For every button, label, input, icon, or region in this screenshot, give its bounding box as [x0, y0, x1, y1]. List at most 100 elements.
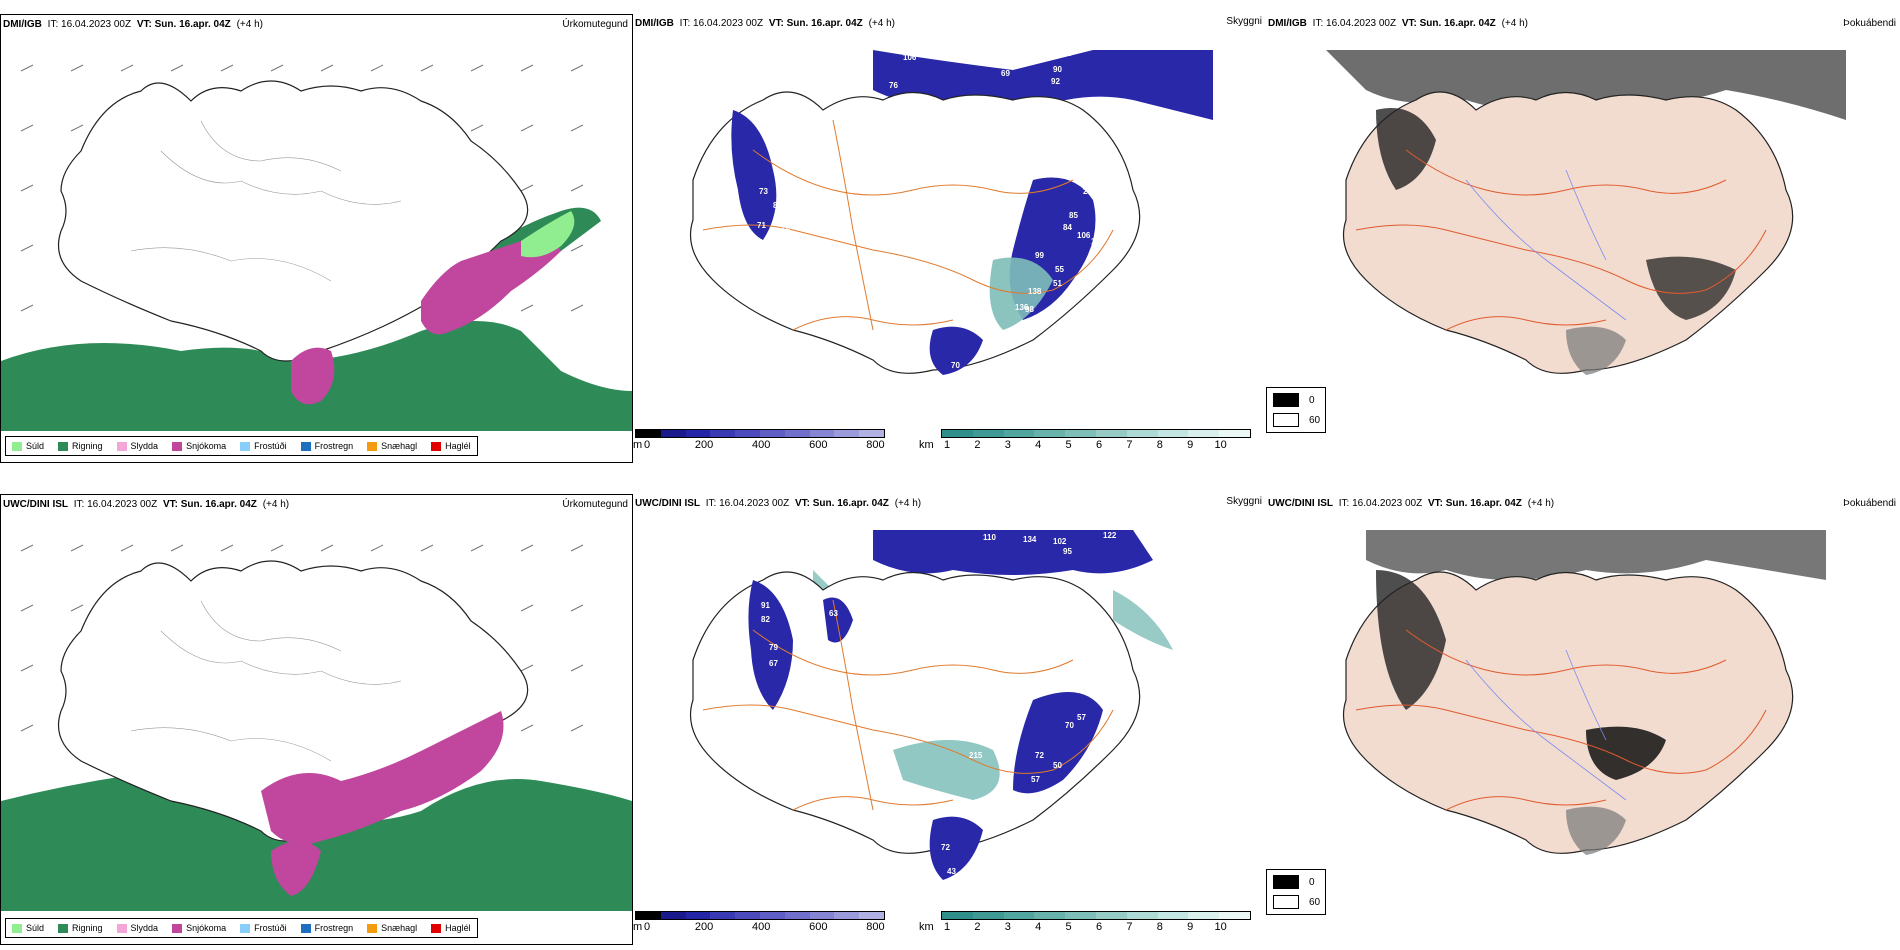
precip-legend: Súld Rigning Slydda Snjókoma Frostúði Fr… — [5, 918, 478, 938]
vis-label: 136 — [1015, 303, 1029, 312]
init-time-label: IT: — [705, 498, 717, 509]
vis-label: 110 — [983, 533, 996, 542]
fog-sea-dark — [1366, 530, 1826, 580]
vis-label: 86 — [1063, 49, 1072, 58]
vis-label: 98 — [1025, 305, 1034, 314]
colorbar-unit: km — [919, 439, 934, 451]
iceland-outline — [57, 80, 529, 362]
tick-label: 1 — [943, 921, 951, 933]
legend-item: Slydda — [116, 441, 159, 451]
vis-label: 70 — [951, 361, 960, 370]
panel-header: DMI/IGB IT: 16.04.2023 00Z VT: Sun. 16.a… — [3, 19, 263, 30]
tick-label: 800 — [866, 921, 885, 933]
valid-time-label: VT: — [794, 498, 810, 509]
drizzle-area — [521, 211, 575, 258]
lead-time: (+4 h) — [894, 498, 922, 509]
legend-label: Frostregn — [314, 441, 354, 451]
vis-label: 82 — [761, 615, 770, 624]
panel-title: Skyggni — [1226, 496, 1262, 507]
legend-item: Frostregn — [300, 923, 354, 933]
fog-land-gray — [1566, 806, 1626, 855]
visibility-panel-bottom: UWC/DINI ISL IT: 16.04.2023 00Z VT: Sun.… — [633, 494, 1266, 945]
colorbar-bar — [941, 911, 1251, 920]
precip-type-map — [1, 64, 632, 431]
colorbar-ticks: 1 2 3 4 5 6 7 8 9 10 — [943, 439, 1251, 453]
moderate-visibility — [989, 257, 1053, 330]
fog-map — [1342, 530, 1826, 855]
road-network — [702, 119, 1114, 331]
tick-label: 6 — [1095, 439, 1103, 451]
tick-label: 10 — [1214, 921, 1227, 933]
low-visibility-land-4 — [929, 816, 983, 880]
fog-land-dark — [1376, 570, 1446, 710]
fog-panel-top: DMI/IGB IT: 16.04.2023 00Z VT: Sun. 16.a… — [1266, 14, 1900, 463]
vis-label: 72 — [1035, 751, 1044, 760]
model-name: UWC/DINI ISL — [635, 498, 700, 509]
model-name: DMI/IGB — [3, 19, 42, 30]
fog-legend: 0 60 — [1266, 387, 1326, 433]
lead-time: (+4 h) — [1527, 498, 1555, 509]
fog-legend-row: 0 — [1273, 393, 1315, 407]
init-time-label: IT: — [1338, 498, 1350, 509]
precip-type-panel-top: DMI/IGB IT: 16.04.2023 00Z VT: Sun. 16.a… — [0, 14, 633, 463]
low-visibility-sea — [873, 530, 1153, 575]
precip-legend: Súld Rigning Slydda Snjókoma Frostúði Fr… — [5, 436, 478, 456]
precip-type-panel-bottom: UWC/DINI ISL IT: 16.04.2023 00Z VT: Sun.… — [0, 494, 633, 945]
vis-label: 92 — [1051, 77, 1060, 86]
colorbar-ticks: 1 2 3 4 5 6 7 8 9 10 — [943, 921, 1251, 935]
vis-label: 76 — [889, 81, 898, 90]
legend-label: Haglél — [445, 923, 471, 933]
valid-time-value: Sun. 16.apr. 04Z — [812, 498, 889, 509]
vis-label: 15 — [973, 375, 982, 384]
init-time-label: IT: — [73, 499, 85, 510]
vis-label: 215 — [969, 751, 983, 760]
legend-label: Slydda — [130, 923, 159, 933]
legend-label: Frostúði — [254, 441, 287, 451]
colorbar-ticks: 0 200 400 600 800 — [643, 921, 885, 935]
legend-label: Snjókoma — [186, 441, 227, 451]
legend-item: Slydda — [116, 923, 159, 933]
lead-time: (+4 h) — [1501, 18, 1528, 29]
river-network — [1465, 649, 1627, 801]
vis-label: 70 — [1065, 721, 1074, 730]
vis-label: 69 — [923, 375, 932, 384]
legend-label: Slydda — [130, 441, 159, 451]
vis-label: 125 — [1091, 237, 1105, 246]
legend-swatch — [172, 441, 183, 451]
vis-label: 63 — [829, 609, 838, 618]
tick-label: 400 — [752, 921, 771, 933]
vis-label: 79 — [769, 643, 778, 652]
snow-area — [421, 237, 561, 335]
valid-time-label: VT: — [136, 19, 152, 30]
legend-label: Frostregn — [314, 923, 354, 933]
tick-label: 7 — [1126, 921, 1133, 933]
snow-area-2 — [271, 841, 321, 896]
init-time-value: 16.04.2023 00Z — [87, 499, 158, 510]
vis-label: 106 — [903, 53, 917, 62]
init-time-label: IT: — [47, 19, 59, 30]
panel-title: Þokuábendi — [1843, 18, 1896, 29]
iceland-land — [1342, 571, 1794, 854]
legend-label: Rigning — [72, 441, 103, 451]
valid-time-label: VT: — [1401, 18, 1417, 29]
vis-label: 85 — [1069, 211, 1078, 220]
visibility-m-colorbar: m 0 200 400 600 800 — [633, 429, 885, 457]
vis-label: 51 — [1053, 279, 1062, 288]
valid-time-label: VT: — [1427, 498, 1443, 509]
vis-label: 69 — [1001, 69, 1010, 78]
visibility-km-colorbar: km 1 2 3 4 5 6 7 8 9 10 — [919, 911, 1251, 939]
visibility-map: 106 92 86 69 90 92 133 76 69 97 80 73 83… — [689, 49, 1213, 406]
visibility-map: 110 134 102 95 122 102 91 82 79 67 63 50… — [689, 530, 1187, 880]
panel-header: UWC/DINI ISL IT: 16.04.2023 00Z VT: Sun.… — [3, 499, 289, 510]
tick-label: 8 — [1156, 921, 1163, 933]
vis-label: 106 — [1077, 231, 1091, 240]
tick-label: 0 — [643, 921, 651, 933]
tick-label: 1 — [943, 439, 951, 451]
vis-label: 83 — [773, 201, 782, 210]
vis-label: 102 — [1173, 537, 1187, 546]
tick-label: 3 — [1004, 921, 1011, 933]
colorbar-ticks: 0 200 400 600 800 — [644, 439, 885, 453]
legend-item: Snjókoma — [172, 923, 226, 933]
vis-label: 84 — [1063, 223, 1072, 232]
legend-label: Rigning — [72, 923, 103, 933]
